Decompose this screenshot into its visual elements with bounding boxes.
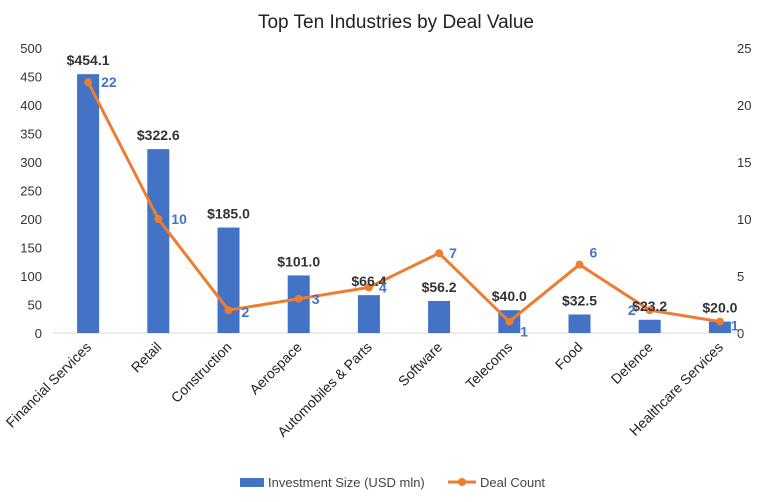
right-axis-tick: 15: [737, 155, 751, 170]
legend: Investment Size (USD mln) Deal Count: [240, 475, 545, 490]
deal-count-value-label: 3: [312, 291, 320, 307]
deal-count-value-label: 6: [590, 245, 598, 261]
left-axis-tick: 200: [20, 212, 42, 227]
deal-count-point: [645, 306, 654, 315]
left-axis-tick: 250: [20, 184, 42, 199]
deal-count-point: [575, 260, 584, 269]
bar-labels: $454.1 $322.6 $185.0 $101.0 $66.4 $56.2 $40.0 $…: [67, 52, 738, 315]
deal-count-value-label: 7: [449, 245, 457, 261]
bar: [428, 300, 451, 333]
left-axis-tick: 450: [20, 70, 42, 85]
right-axis-tick: 5: [737, 269, 744, 284]
left-axis-tick: 100: [20, 269, 42, 284]
category-labels: Financial Services Retail Construction Aero…: [3, 339, 726, 440]
deal-count-line: [84, 78, 724, 326]
bar-value-label: $454.1: [67, 52, 110, 68]
category-label: Defence: [608, 339, 656, 387]
deal-count-value-label: 22: [101, 74, 117, 90]
category-label: Software: [395, 339, 446, 390]
bars: [77, 74, 731, 334]
left-axis: 0 50 100 150 200 250 300 350 400 450 500: [20, 41, 42, 341]
deal-count-point: [84, 78, 93, 87]
bar: [568, 314, 591, 333]
bar: [77, 74, 100, 334]
bar: [708, 321, 731, 333]
legend-swatch-investment: [240, 478, 264, 487]
bar-value-label: $23.2: [632, 298, 667, 314]
category-label: Construction: [168, 339, 235, 406]
legend-label-investment: Investment Size (USD mln): [268, 475, 425, 490]
bar: [217, 227, 240, 333]
deal-count-value-label: 4: [379, 279, 387, 295]
bar-value-label: $185.0: [207, 206, 250, 222]
right-axis-tick: 25: [737, 41, 751, 56]
legend-marker-deal-count: [458, 478, 466, 486]
category-label: Retail: [128, 339, 165, 376]
deal-count-point: [224, 306, 233, 315]
category-label: Financial Services: [3, 339, 95, 431]
bar-value-label: $322.6: [137, 127, 180, 143]
bar-value-label: $101.0: [277, 253, 320, 269]
deal-count-polyline: [86, 81, 721, 324]
bar-value-label: $32.5: [562, 292, 597, 308]
category-label: Aerospace: [246, 339, 305, 398]
deal-count-value-label: 1: [520, 324, 528, 340]
deal-count-point: [435, 249, 444, 258]
left-axis-tick: 50: [28, 298, 42, 313]
deal-count-point: [715, 317, 724, 326]
bar: [147, 149, 170, 333]
category-label: Food: [552, 339, 586, 373]
bar-value-label: $56.2: [422, 279, 457, 295]
deal-count-point: [154, 215, 163, 223]
left-axis-tick: 500: [20, 41, 42, 56]
left-axis-tick: 0: [35, 326, 42, 341]
deal-count-point: [505, 317, 514, 326]
chart-title: Top Ten Industries by Deal Value: [258, 12, 534, 33]
bar: [357, 295, 380, 333]
left-axis-tick: 400: [20, 98, 42, 113]
right-axis-tick: 10: [737, 212, 751, 227]
deal-count-point: [294, 294, 303, 303]
category-label: Telecoms: [462, 339, 515, 392]
deal-count-value-label: 2: [242, 304, 250, 320]
deal-count-value-label: 2: [628, 302, 636, 318]
bar-value-label: $40.0: [492, 288, 527, 304]
bar: [638, 319, 661, 333]
right-axis-tick: 20: [737, 98, 751, 113]
bar: [287, 275, 310, 333]
left-axis-tick: 150: [20, 241, 42, 256]
deal-count-value-label: 10: [171, 211, 187, 227]
bar-value-label: $66.4: [351, 273, 386, 289]
left-axis-tick: 350: [20, 127, 42, 142]
count-labels: 22 10 2 3 4 7 1 6 2 1: [101, 74, 739, 339]
left-axis-tick: 300: [20, 155, 42, 170]
bar-value-label: $20.0: [702, 300, 737, 316]
deal-count-value-label: 1: [731, 318, 739, 334]
deal-count-point: [364, 283, 373, 292]
legend-label-deal-count: Deal Count: [480, 475, 545, 490]
